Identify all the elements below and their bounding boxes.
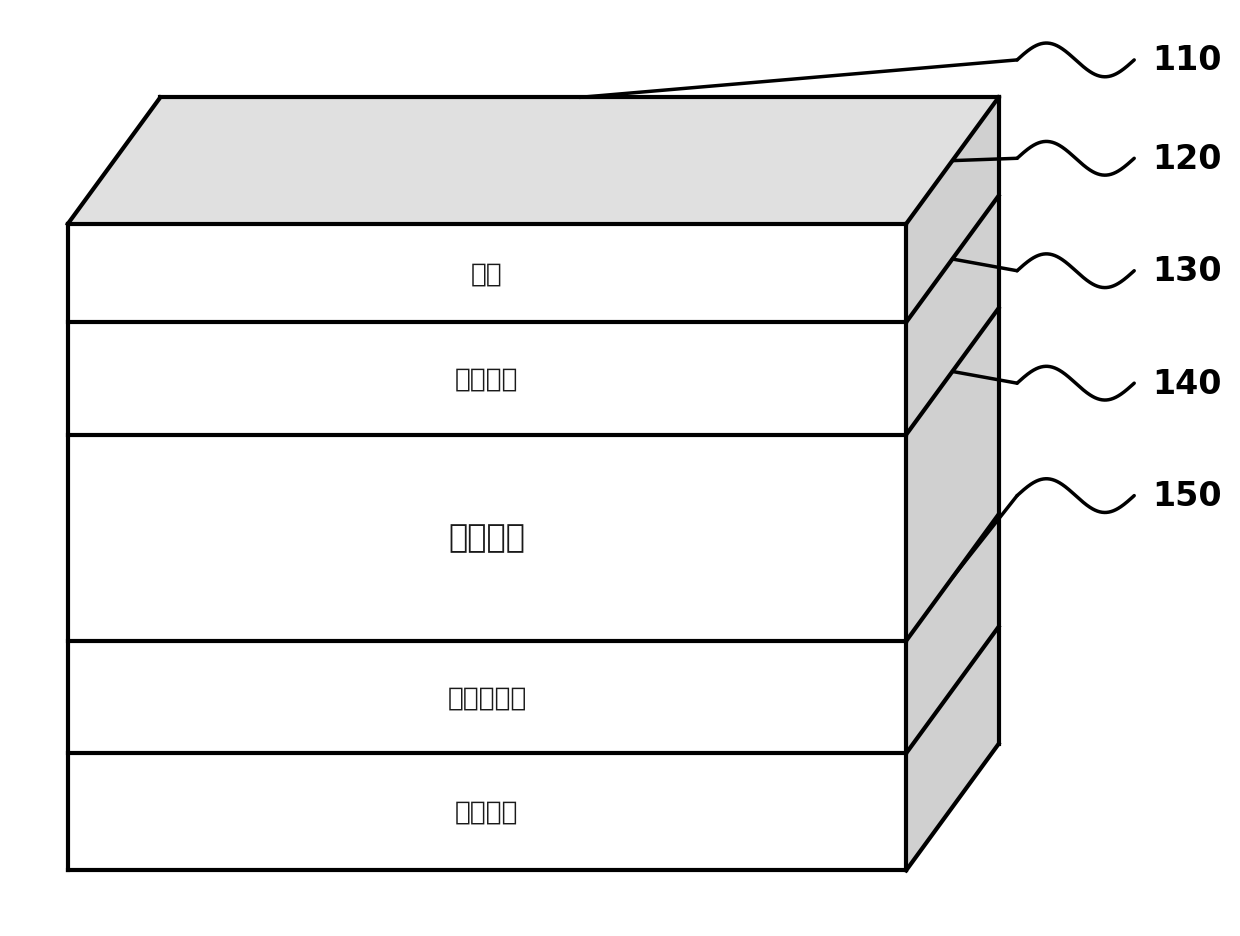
Text: 光活性层: 光活性层 — [449, 522, 526, 554]
Polygon shape — [68, 225, 906, 870]
Polygon shape — [68, 98, 998, 225]
Polygon shape — [906, 98, 998, 870]
Text: 120: 120 — [1153, 142, 1223, 176]
Text: 负极夹层: 负极夹层 — [455, 366, 518, 392]
Text: 140: 140 — [1153, 367, 1223, 401]
Text: 130: 130 — [1153, 255, 1223, 288]
Text: 电子传输层: 电子传输层 — [448, 684, 527, 710]
Text: 150: 150 — [1153, 479, 1223, 513]
Text: 负极: 负极 — [471, 261, 503, 286]
Text: 透明正极: 透明正极 — [455, 799, 518, 825]
Text: 110: 110 — [1153, 44, 1223, 78]
